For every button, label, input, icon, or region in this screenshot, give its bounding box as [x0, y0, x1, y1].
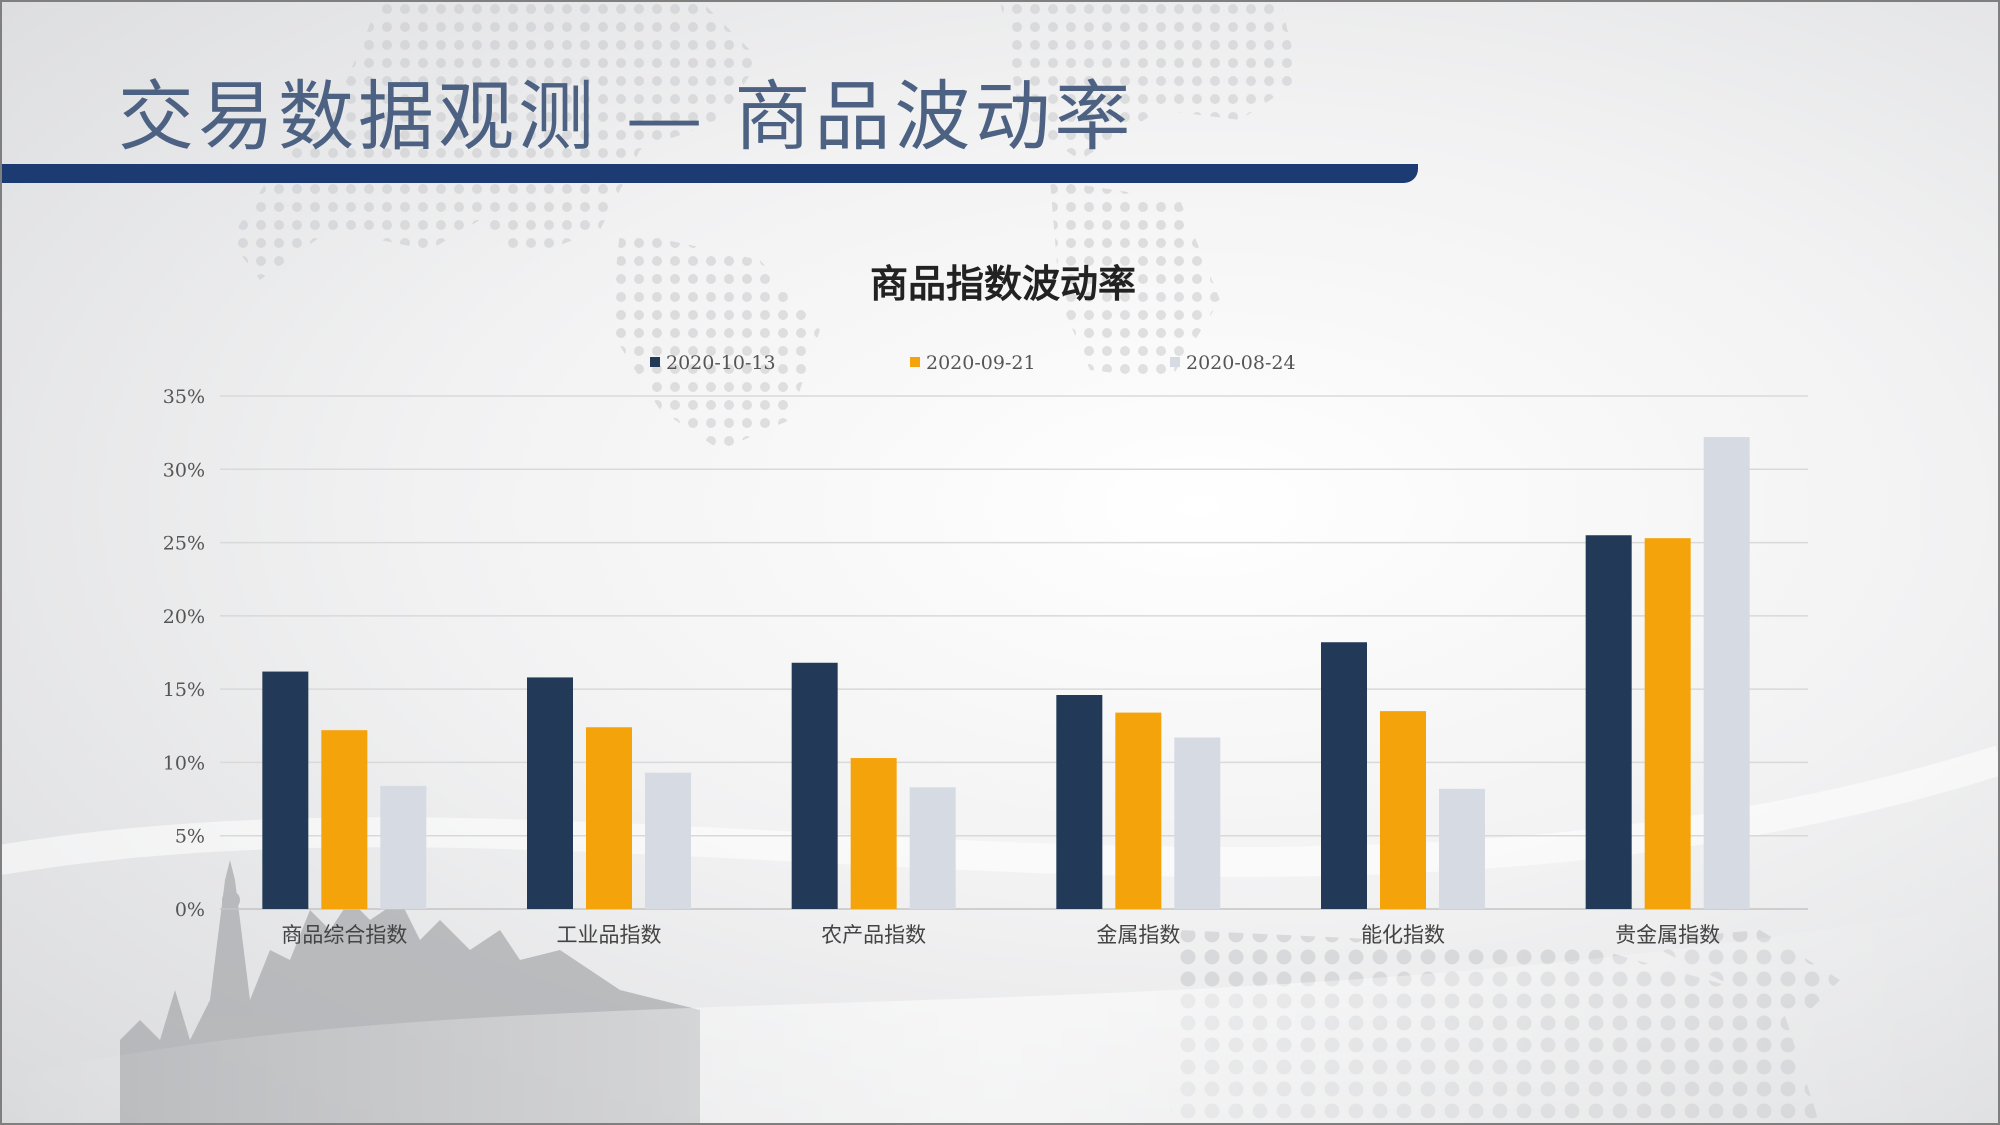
bar: [527, 677, 573, 909]
y-tick-label: 15%: [163, 679, 205, 701]
bar: [1439, 788, 1485, 909]
bar: [1056, 695, 1103, 909]
y-tick-label: 30%: [163, 459, 205, 481]
legend-swatch: [650, 357, 660, 367]
x-category-label: 能化指数: [1361, 923, 1445, 947]
bar: [645, 772, 691, 909]
bar: [586, 727, 632, 909]
legend-label: 2020-09-21: [926, 352, 1036, 374]
legend-swatch: [910, 357, 920, 367]
x-category-label: 农产品指数: [821, 923, 926, 947]
y-tick-label: 20%: [163, 606, 205, 628]
bar: [321, 730, 368, 909]
bar: [791, 662, 838, 909]
bar: [1585, 535, 1632, 909]
bar: [1321, 642, 1367, 909]
bar: [1644, 538, 1691, 909]
chart-title: 商品指数波动率: [870, 261, 1136, 306]
x-category-label: 商品综合指数: [281, 923, 407, 947]
x-category-label: 工业品指数: [557, 923, 662, 947]
y-tick-label: 0%: [175, 899, 205, 921]
x-category-label: 金属指数: [1096, 923, 1180, 947]
bar: [1703, 437, 1750, 909]
bar: [1380, 711, 1426, 909]
y-tick-label: 25%: [163, 533, 205, 555]
y-tick-label: 10%: [163, 752, 205, 774]
bar: [262, 671, 309, 909]
y-tick-label: 35%: [163, 386, 205, 408]
x-category-label: 贵金属指数: [1615, 923, 1720, 947]
bar: [1115, 712, 1162, 909]
page-title: 交易数据观测 — 商品波动率: [118, 72, 1135, 161]
bar: [850, 758, 897, 909]
bar: [1174, 737, 1221, 909]
legend-label: 2020-10-13: [666, 352, 776, 374]
legend-swatch: [1170, 357, 1180, 367]
title-underline-bar: [0, 164, 1418, 183]
legend-label: 2020-08-24: [1186, 352, 1296, 374]
y-tick-label: 5%: [175, 826, 205, 848]
bar: [380, 785, 427, 909]
bar: [909, 787, 956, 909]
